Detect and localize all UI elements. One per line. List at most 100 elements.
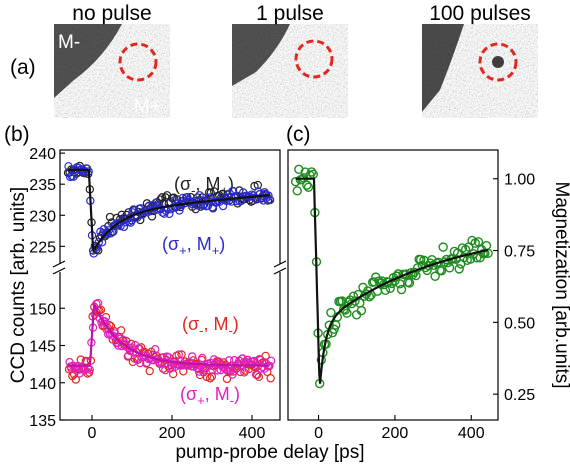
data-point <box>473 237 484 247</box>
y-upper-tick-label: 225 <box>29 239 56 256</box>
legend-label: (σ-, M+) <box>174 174 234 198</box>
data-point <box>119 222 129 232</box>
data-point <box>207 372 217 381</box>
data-point <box>187 352 197 361</box>
y-upper-tick-label: 240 <box>29 146 56 163</box>
switched-spot <box>492 56 504 68</box>
data-point <box>230 192 240 201</box>
y-lower-tick-label: 135 <box>29 413 56 430</box>
data-point <box>454 264 464 274</box>
data-point <box>438 242 448 252</box>
data-point <box>208 365 217 375</box>
x-tick-label-b: 0 <box>88 425 97 442</box>
data-point <box>223 366 232 375</box>
data-point <box>169 360 178 369</box>
x-tick-label-c: 0 <box>314 425 323 442</box>
chart-b: 225 230 235 240 135 140 145 150 0 200 400 CCD count… <box>8 146 287 442</box>
data-point <box>326 307 336 318</box>
data-point <box>71 375 80 384</box>
fit-line <box>68 301 270 367</box>
y-lower-tick-label: 140 <box>29 376 56 393</box>
data-point <box>483 248 493 258</box>
image-1-pulse <box>232 24 348 118</box>
x-tick-label-c: 200 <box>382 425 409 442</box>
data-point <box>351 310 362 320</box>
data-point <box>342 308 352 318</box>
data-point <box>250 181 259 191</box>
domain-label-m-minus: M- <box>58 32 80 53</box>
data-point <box>94 238 103 247</box>
data-point <box>436 266 447 276</box>
image-title-100-pulses: 100 pulses <box>429 2 531 25</box>
series-1 <box>64 162 275 258</box>
data-point <box>265 195 275 205</box>
data-point <box>151 345 160 354</box>
data-point <box>255 354 264 364</box>
data-point <box>126 218 135 227</box>
data-point <box>136 215 145 225</box>
data-point <box>191 361 200 370</box>
data-point <box>444 263 455 273</box>
y-upper-tick-label: 230 <box>29 208 56 225</box>
data-point <box>329 324 339 334</box>
chart-c: 0.25 0.50 0.75 1.00 0 200 400 Magnetization [ar… <box>287 149 570 442</box>
legend-label: (σ+, M+) <box>162 234 225 258</box>
plot-frame-c <box>287 149 499 421</box>
data-point <box>224 356 234 365</box>
image-100-pulses <box>422 24 538 118</box>
x-tick-label-b: 400 <box>239 425 266 442</box>
panel-label-c: (c) <box>286 123 311 146</box>
y-lower-tick-label: 145 <box>29 339 56 356</box>
data-point <box>302 180 312 190</box>
data-point <box>175 206 184 215</box>
marker-circle <box>478 42 518 82</box>
data-point <box>356 305 367 316</box>
series-3 <box>65 298 276 379</box>
x-axis-label: pump-probe delay [ps] <box>175 442 364 463</box>
data-point <box>251 370 261 379</box>
x-tick-label-b: 200 <box>159 425 186 442</box>
data-point <box>292 186 302 196</box>
data-point <box>93 298 103 308</box>
y-tick-label-c: 1.00 <box>504 172 535 189</box>
data-point <box>165 209 174 219</box>
y-tick-label-c: 0.25 <box>504 387 535 404</box>
y-axis-label-b: CCD counts [arb. units] <box>8 187 29 383</box>
data-point <box>404 278 415 288</box>
plot-frame-b <box>59 149 281 421</box>
data-point <box>157 193 167 202</box>
data-point <box>212 198 221 207</box>
data-point <box>195 191 204 200</box>
y-axis-label-c: Magnetization [arb.units] <box>551 181 570 388</box>
data-point <box>396 284 407 295</box>
marker-circle <box>294 39 334 79</box>
data-point <box>380 285 391 295</box>
data-point <box>472 253 482 263</box>
data-point <box>205 374 215 383</box>
data-point <box>168 369 178 379</box>
data-point <box>266 356 276 365</box>
data-point <box>194 367 204 376</box>
panel-label-b: (b) <box>4 123 30 146</box>
data-point <box>306 167 317 177</box>
y-upper-tick-label: 235 <box>29 177 56 194</box>
fit-line <box>68 168 270 254</box>
axis-break <box>52 260 287 275</box>
domain-label-m-plus: M+ <box>134 96 161 117</box>
data-point <box>145 366 154 376</box>
data-point <box>240 368 249 377</box>
marker-circle <box>118 42 158 82</box>
x-tick-label-c: 400 <box>458 425 485 442</box>
data-point <box>228 187 238 196</box>
data-point <box>430 271 440 281</box>
image-title-no-pulse: no pulse <box>72 2 151 25</box>
data-point <box>198 353 207 363</box>
data-point <box>147 212 157 221</box>
image-title-1-pulse: 1 pulse <box>256 2 324 25</box>
series-c <box>290 164 493 389</box>
y-lower-tick-label: 150 <box>29 301 56 318</box>
panel-label-a: (a) <box>10 56 36 79</box>
data-point <box>303 182 314 192</box>
data-point <box>253 180 263 190</box>
